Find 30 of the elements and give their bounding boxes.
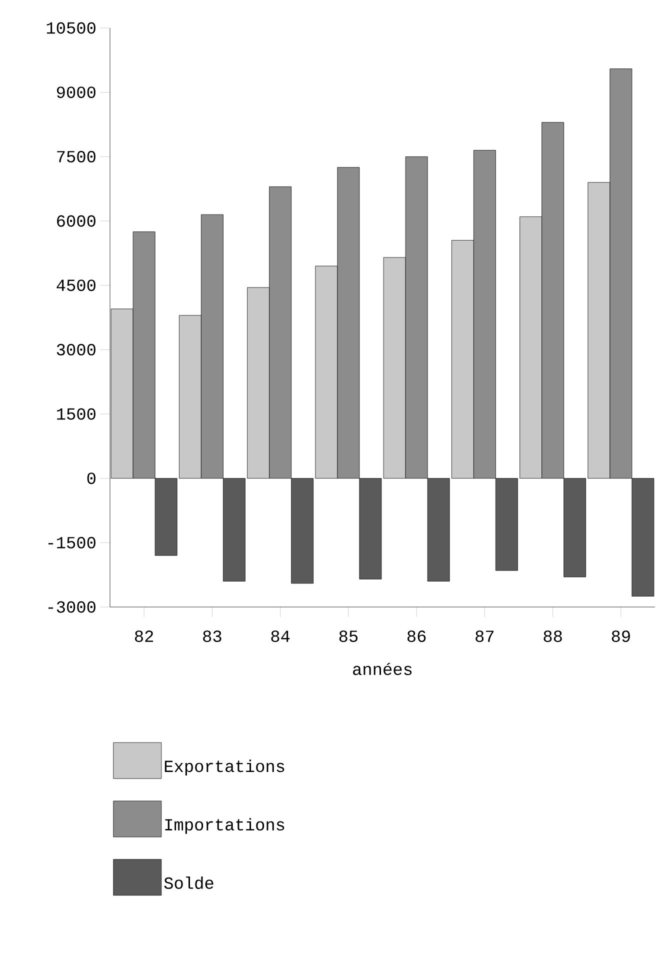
bar: [222, 478, 246, 582]
legend-label: Importations: [165, 818, 284, 834]
bar: [154, 478, 178, 556]
x-tick-label: 86: [407, 630, 426, 642]
bar: [632, 478, 654, 596]
y-tick-label: 10500: [46, 22, 96, 34]
bar: [359, 478, 382, 580]
y-tick-label: 1500: [57, 408, 96, 420]
bar: [427, 478, 450, 582]
x-tick-label: 84: [271, 630, 290, 642]
bar: [495, 478, 518, 571]
y-tick-label: -1500: [48, 536, 96, 548]
x-tick-label: 87: [476, 630, 494, 642]
y-tick-label: 4500: [56, 280, 96, 292]
x-tick-label: 89: [612, 630, 630, 642]
y-tick-label: 0: [87, 472, 96, 484]
bar: [564, 478, 586, 578]
y-tick-label: 6000: [57, 215, 96, 227]
x-axis-title: années: [353, 662, 412, 676]
y-tick-label: -3000: [48, 601, 96, 613]
y-tick-label: 3000: [56, 344, 96, 356]
legend-label: Solde: [164, 876, 214, 889]
x-tick-label: 83: [203, 630, 222, 642]
x-tick-label: 82: [134, 630, 154, 642]
y-tick-label: 9000: [57, 86, 96, 98]
legend-label: Exportations: [164, 760, 284, 776]
x-tick-label: 85: [339, 630, 358, 642]
bar: [291, 478, 314, 584]
x-tick-label: 88: [544, 630, 562, 642]
y-tick-label: 7500: [57, 150, 96, 162]
